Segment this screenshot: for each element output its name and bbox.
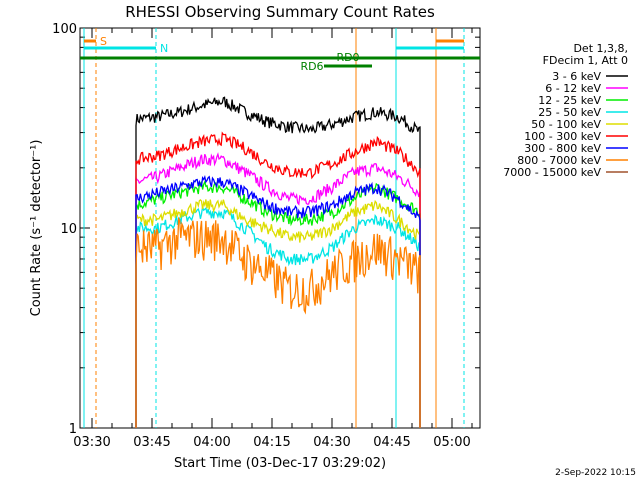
legend-label: 25 - 50 keV [538,106,601,119]
x-tick-label: 04:00 [193,435,230,450]
legend-label: 100 - 300 keV [524,130,601,143]
legend-label: 6 - 12 keV [545,82,601,95]
legend-header: Det 1,3,8, [573,42,628,55]
x-tick-label: 04:30 [313,435,350,450]
x-tick-label: 04:45 [373,435,410,450]
legend-header: FDecim 1, Att 0 [543,54,628,67]
series-trace [135,131,421,428]
x-tick-label: 04:15 [253,435,290,450]
x-axis-label: Start Time (03-Dec-17 03:29:02) [174,456,386,471]
chart-title: RHESSI Observing Summary Count Rates [125,3,435,21]
x-tick-label: 03:30 [73,435,110,450]
series-trace [135,96,421,428]
interval-annotation: RD0 [336,51,359,64]
interval-annotation: S [100,35,107,48]
legend-label: 800 - 7000 keV [517,154,601,167]
generation-timestamp: 2-Sep-2022 10:15 [555,468,636,478]
interval-annotation: N [160,42,168,55]
legend-label: 50 - 100 keV [531,118,601,131]
x-tick-label: 05:00 [433,435,470,450]
series-trace [135,174,421,428]
y-axis-label: Count Rate (s⁻¹ detector⁻¹) [29,140,44,317]
legend-label: 300 - 800 keV [524,142,601,155]
legend-label: 7000 - 15000 keV [503,166,601,179]
legend-label: 12 - 25 keV [538,94,601,107]
y-tick-label: 1 [69,422,77,437]
interval-annotation: RD6 [300,60,323,73]
y-tick-label: 100 [52,22,77,37]
x-tick-label: 03:45 [133,435,170,450]
y-tick-label: 10 [60,222,77,237]
series-trace [135,199,421,428]
series-trace [135,152,421,428]
series-trace [135,216,421,428]
legend-label: 3 - 6 keV [552,70,601,83]
